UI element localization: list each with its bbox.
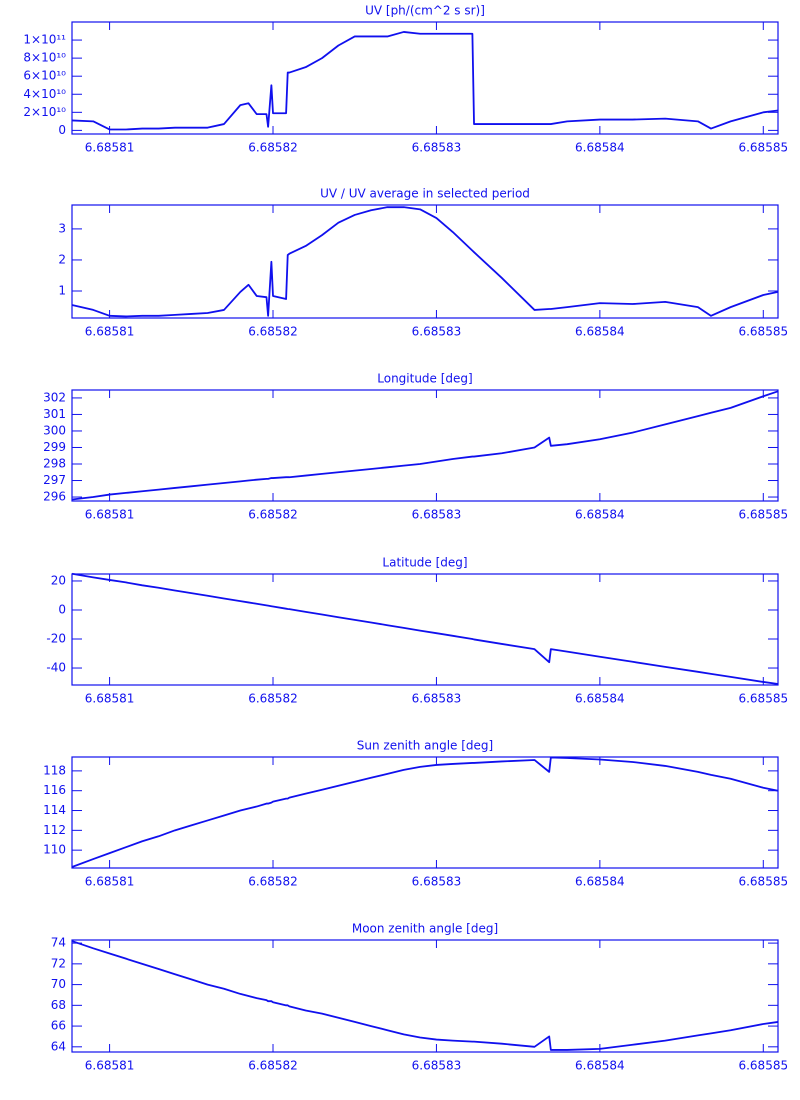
x-tick-label: 6.68581 bbox=[85, 508, 135, 522]
y-tick-label: 300 bbox=[43, 423, 66, 437]
data-line bbox=[71, 572, 779, 685]
y-tick-label: 0 bbox=[58, 123, 66, 137]
x-tick-label: 6.68583 bbox=[412, 875, 462, 889]
plot-frame bbox=[71, 939, 779, 1053]
x-tick-label: 6.68581 bbox=[85, 692, 135, 706]
x-tick-label: 6.68582 bbox=[248, 1059, 298, 1073]
chart-title: Sun zenith angle [deg] bbox=[357, 739, 493, 753]
y-tick-label: 2 bbox=[58, 252, 66, 266]
y-tick-label: 116 bbox=[43, 783, 66, 797]
plot-frame bbox=[71, 389, 779, 502]
y-tick-label: 296 bbox=[43, 490, 66, 504]
plot-frame bbox=[71, 573, 779, 686]
y-tick-label: 66 bbox=[51, 1019, 66, 1033]
x-tick-label: 6.68581 bbox=[85, 1059, 135, 1073]
data-line bbox=[71, 390, 779, 501]
x-tick-label: 6.68585 bbox=[738, 325, 788, 339]
x-tick-label: 6.68581 bbox=[85, 875, 135, 889]
x-tick-label: 6.68582 bbox=[248, 325, 298, 339]
chart-title: Longitude [deg] bbox=[377, 372, 472, 386]
y-tick-label: 114 bbox=[43, 803, 66, 817]
x-tick-label: 6.68582 bbox=[248, 508, 298, 522]
x-tick-label: 6.68585 bbox=[738, 508, 788, 522]
y-tick-label: 1 bbox=[58, 283, 66, 297]
y-tick-label: 68 bbox=[51, 998, 66, 1012]
y-tick-label: 72 bbox=[51, 956, 66, 970]
y-tick-label: 1×10¹¹ bbox=[23, 33, 66, 47]
y-tick-label: 8×10¹⁰ bbox=[23, 51, 66, 65]
x-tick-label: 6.68582 bbox=[248, 692, 298, 706]
data-line bbox=[71, 756, 779, 868]
x-tick-label: 6.68584 bbox=[575, 1059, 625, 1073]
plot-frame bbox=[71, 204, 779, 319]
y-tick-label: 297 bbox=[43, 473, 66, 487]
y-tick-label: 301 bbox=[43, 407, 66, 421]
x-tick-label: 6.68583 bbox=[412, 508, 462, 522]
y-tick-label: -20 bbox=[46, 632, 66, 646]
y-tick-label: 4×10¹⁰ bbox=[23, 87, 66, 101]
x-tick-label: 6.68585 bbox=[738, 875, 788, 889]
y-tick-label: 302 bbox=[43, 390, 66, 404]
y-tick-label: 299 bbox=[43, 440, 66, 454]
x-tick-label: 6.68583 bbox=[412, 141, 462, 155]
x-tick-label: 6.68583 bbox=[412, 1059, 462, 1073]
y-tick-label: 20 bbox=[51, 573, 66, 587]
y-tick-label: -40 bbox=[46, 661, 66, 675]
y-tick-label: 0 bbox=[58, 602, 66, 616]
x-tick-label: 6.68585 bbox=[738, 1059, 788, 1073]
x-tick-label: 6.68584 bbox=[575, 325, 625, 339]
y-tick-label: 298 bbox=[43, 457, 66, 471]
y-tick-label: 70 bbox=[51, 977, 66, 991]
y-tick-label: 6×10¹⁰ bbox=[23, 69, 66, 83]
chart-title: Latitude [deg] bbox=[382, 556, 467, 570]
y-tick-label: 118 bbox=[43, 763, 66, 777]
x-tick-label: 6.68581 bbox=[85, 325, 135, 339]
chart-title: Moon zenith angle [deg] bbox=[352, 922, 498, 936]
x-tick-label: 6.68585 bbox=[738, 141, 788, 155]
y-tick-label: 74 bbox=[51, 936, 66, 950]
x-tick-label: 6.68583 bbox=[412, 692, 462, 706]
y-tick-label: 64 bbox=[51, 1039, 66, 1053]
x-tick-label: 6.68582 bbox=[248, 875, 298, 889]
chart-title: UV / UV average in selected period bbox=[320, 187, 530, 201]
x-tick-label: 6.68584 bbox=[575, 508, 625, 522]
y-tick-label: 2×10¹⁰ bbox=[23, 105, 66, 119]
plot-frame bbox=[71, 756, 779, 869]
y-tick-label: 110 bbox=[43, 843, 66, 857]
plot-frame bbox=[71, 21, 779, 135]
data-line bbox=[71, 940, 779, 1051]
x-tick-label: 6.68583 bbox=[412, 325, 462, 339]
x-tick-label: 6.68582 bbox=[248, 141, 298, 155]
data-line bbox=[71, 31, 779, 131]
chart-title: UV [ph/(cm^2 s sr)] bbox=[365, 4, 485, 18]
x-tick-label: 6.68584 bbox=[575, 875, 625, 889]
data-line bbox=[71, 206, 779, 318]
x-tick-label: 6.68584 bbox=[575, 692, 625, 706]
y-tick-label: 112 bbox=[43, 823, 66, 837]
x-tick-label: 6.68585 bbox=[738, 692, 788, 706]
x-tick-label: 6.68581 bbox=[85, 141, 135, 155]
x-tick-label: 6.68584 bbox=[575, 141, 625, 155]
y-tick-label: 3 bbox=[58, 221, 66, 235]
